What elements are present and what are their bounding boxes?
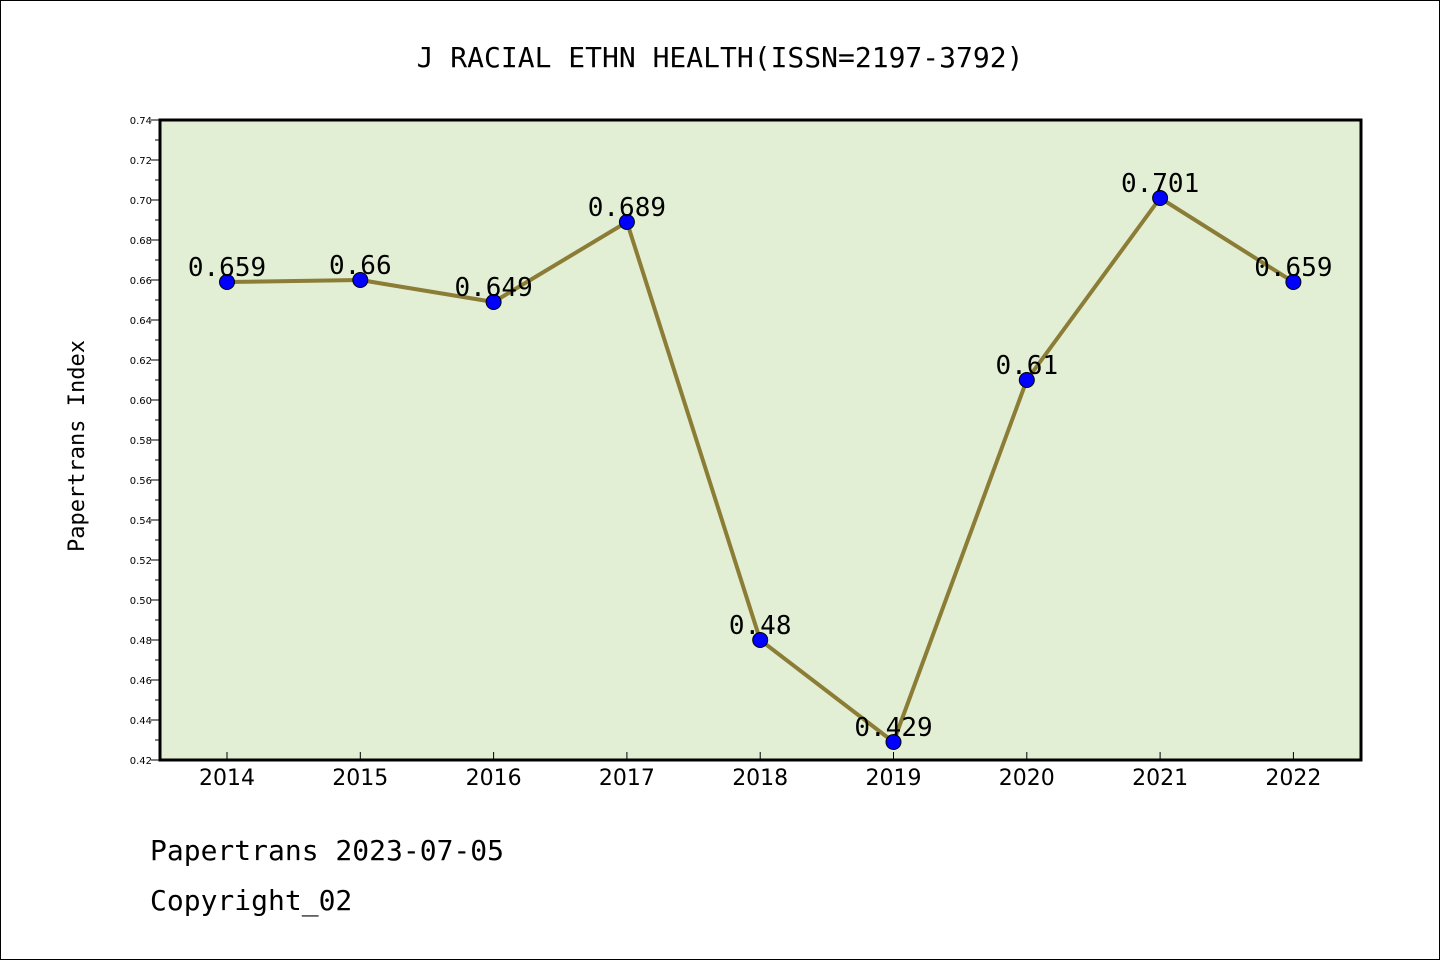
data-point [618,214,635,230]
data-label: 0.48 [729,611,792,641]
y-tick-label: 0.66 [130,276,152,287]
data-point [1018,372,1035,388]
y-tick-label: 0.56 [130,476,152,487]
y-axis: 0.42 0.44 0.46 0.48 0.50 0.52 0.54 0.56 0.58 0.60… [130,116,160,767]
y-tick-label: 0.70 [130,196,152,207]
y-tick-label: 0.74 [130,116,152,127]
data-label: 0.701 [1121,169,1199,199]
y-tick-label: 0.44 [130,716,152,727]
y-tick-label: 0.52 [130,556,152,567]
y-tick-label: 0.68 [130,236,152,247]
x-tick-label: 2014 [199,766,255,791]
y-tick-label: 0.50 [130,596,152,607]
y-tick-label: 0.58 [130,436,152,447]
x-tick-label: 2015 [332,766,388,791]
y-tick-label: 0.60 [130,396,152,407]
data-label: 0.61 [995,351,1058,381]
x-axis: 2014 2015 2016 2017 2018 2019 2020 2021 2022 [199,752,1321,791]
y-tick-label: 0.64 [130,316,152,327]
chart-title: J RACIAL ETHN HEALTH(ISSN=2197-3792) [417,41,1024,74]
footer-date: Papertrans 2023-07-05 [150,834,505,867]
x-tick-label: 2020 [999,766,1055,791]
y-tick-label: 0.72 [130,156,152,167]
data-point [752,632,769,648]
x-tick-label: 2016 [466,766,522,791]
footer-copyright: Copyright_02 [150,884,353,917]
data-label: 0.429 [854,713,932,743]
y-tick-label: 0.48 [130,636,152,647]
y-tick-label: 0.42 [130,756,152,767]
y-tick-label: 0.62 [130,356,152,367]
data-point [885,734,902,750]
data-point [1285,274,1302,290]
data-point [352,272,369,288]
x-tick-label: 2019 [866,766,922,791]
data-label: 0.659 [188,253,266,283]
y-tick-label: 0.46 [130,676,152,687]
x-tick-label: 2022 [1265,766,1321,791]
data-point [1152,190,1169,206]
series-layer [219,190,1302,750]
data-label: 0.689 [588,193,666,223]
data-label: 0.659 [1254,253,1332,283]
x-tick-label: 2017 [599,766,655,791]
data-label: 0.649 [454,273,532,303]
data-point [485,294,502,310]
data-labels: 0.659 0.66 0.649 0.689 0.48 0.429 0.61 0.701 0.6… [188,169,1333,743]
data-point [219,274,235,290]
plot-area [158,118,1363,762]
y-axis-label: Papertrans Index [65,340,90,552]
x-tick-label: 2018 [732,766,788,791]
data-label: 0.66 [329,251,392,281]
x-tick-label: 2021 [1132,766,1188,791]
y-tick-label: 0.54 [130,516,152,527]
